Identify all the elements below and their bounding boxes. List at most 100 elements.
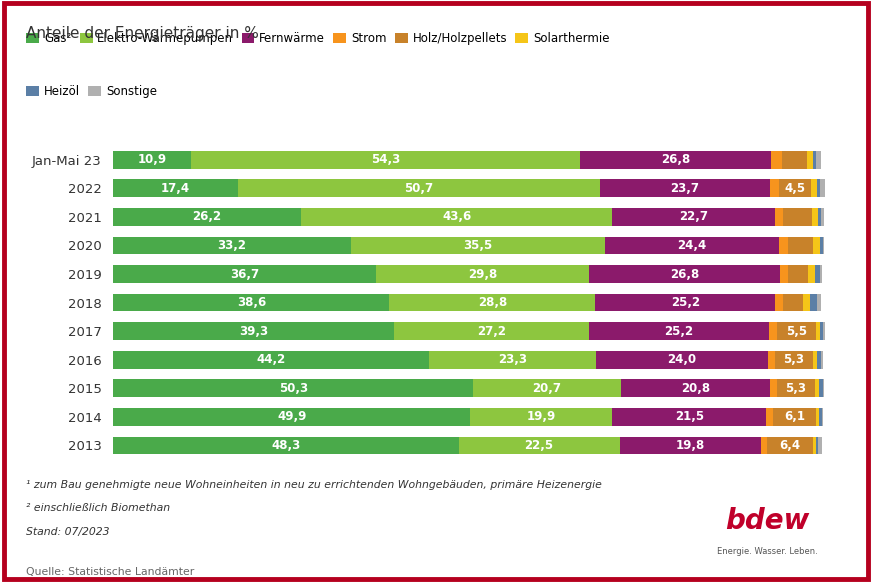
Bar <box>113 151 191 169</box>
Text: 29,8: 29,8 <box>467 268 497 281</box>
Bar <box>820 179 825 197</box>
Text: 36,7: 36,7 <box>230 268 259 281</box>
Bar <box>787 237 813 254</box>
Text: 5,5: 5,5 <box>786 325 807 338</box>
Bar <box>589 322 769 340</box>
Bar <box>814 379 819 397</box>
Bar <box>770 179 779 197</box>
Bar <box>113 322 394 340</box>
Text: Anteile der Energieträger in %: Anteile der Energieträger in % <box>26 26 259 41</box>
Bar <box>777 322 816 340</box>
Bar <box>429 351 596 368</box>
Text: 43,6: 43,6 <box>442 211 471 223</box>
Bar <box>813 436 815 455</box>
Text: 23,7: 23,7 <box>671 182 699 195</box>
Text: 54,3: 54,3 <box>371 153 400 166</box>
Bar <box>113 179 238 197</box>
Bar <box>767 351 775 368</box>
Text: 35,5: 35,5 <box>463 239 493 252</box>
Text: 50,7: 50,7 <box>405 182 433 195</box>
Text: 48,3: 48,3 <box>271 439 301 452</box>
Legend: Heizöl, Sonstige: Heizöl, Sonstige <box>26 86 157 98</box>
Text: 23,3: 23,3 <box>498 353 528 366</box>
Bar <box>766 408 773 426</box>
Bar <box>777 379 814 397</box>
Bar <box>301 208 612 226</box>
Bar <box>808 265 814 283</box>
Bar <box>775 351 813 368</box>
Bar <box>766 436 813 455</box>
Bar <box>810 294 817 311</box>
Bar <box>782 151 807 169</box>
Text: 19,9: 19,9 <box>527 410 556 424</box>
Bar <box>819 379 823 397</box>
Bar <box>113 208 301 226</box>
Bar <box>769 322 777 340</box>
Bar <box>589 265 780 283</box>
Bar <box>822 322 825 340</box>
Bar <box>113 237 351 254</box>
Bar <box>816 322 820 340</box>
Bar <box>113 351 429 368</box>
Bar <box>815 151 821 169</box>
Bar <box>819 408 822 426</box>
Bar <box>473 379 621 397</box>
Bar <box>470 408 612 426</box>
Text: 20,7: 20,7 <box>533 382 562 395</box>
Text: bdew: bdew <box>726 508 809 535</box>
Bar <box>612 208 775 226</box>
Bar <box>815 436 819 455</box>
Bar <box>612 408 766 426</box>
Text: 44,2: 44,2 <box>256 353 286 366</box>
Bar <box>788 265 808 283</box>
Bar <box>818 208 821 226</box>
Text: 49,9: 49,9 <box>277 410 306 424</box>
Bar <box>113 436 459 455</box>
Bar <box>394 322 589 340</box>
Text: 6,4: 6,4 <box>780 439 800 452</box>
Bar <box>459 436 620 455</box>
Bar <box>113 265 376 283</box>
Bar <box>621 379 770 397</box>
Bar <box>813 351 817 368</box>
Bar <box>783 208 812 226</box>
Bar <box>780 265 788 283</box>
Bar <box>376 265 589 283</box>
Text: 20,8: 20,8 <box>681 382 710 395</box>
Bar <box>761 436 766 455</box>
Bar <box>775 294 783 311</box>
Bar <box>191 151 580 169</box>
Text: Stand: 07/2023: Stand: 07/2023 <box>26 527 110 537</box>
Bar <box>813 151 815 169</box>
Bar <box>773 408 816 426</box>
Bar <box>779 237 787 254</box>
Text: 10,9: 10,9 <box>138 153 167 166</box>
Text: 22,7: 22,7 <box>679 211 708 223</box>
Text: 17,4: 17,4 <box>161 182 190 195</box>
Bar <box>812 208 818 226</box>
Bar <box>775 208 783 226</box>
Bar <box>770 379 777 397</box>
Text: Quelle: Statistische Landämter: Quelle: Statistische Landämter <box>26 567 194 577</box>
Text: 6,1: 6,1 <box>784 410 805 424</box>
Bar <box>600 179 770 197</box>
Bar <box>820 322 822 340</box>
Text: ² einschließlich Biomethan: ² einschließlich Biomethan <box>26 503 170 513</box>
Bar <box>814 265 820 283</box>
Text: ¹ zum Bau genehmigte neue Wohneinheiten in neu zu errichtenden Wohngebäuden, pri: ¹ zum Bau genehmigte neue Wohneinheiten … <box>26 480 602 490</box>
Bar <box>807 151 813 169</box>
Text: 26,8: 26,8 <box>661 153 690 166</box>
Text: 33,2: 33,2 <box>217 239 247 252</box>
Bar <box>113 408 470 426</box>
Bar <box>803 294 810 311</box>
Bar <box>580 151 771 169</box>
Text: 5,3: 5,3 <box>786 382 807 395</box>
Bar <box>820 265 822 283</box>
Text: 4,5: 4,5 <box>785 182 806 195</box>
Text: 27,2: 27,2 <box>477 325 506 338</box>
Bar <box>596 294 775 311</box>
Bar <box>351 237 604 254</box>
Bar <box>113 294 390 311</box>
Bar <box>813 237 820 254</box>
Bar <box>771 151 782 169</box>
